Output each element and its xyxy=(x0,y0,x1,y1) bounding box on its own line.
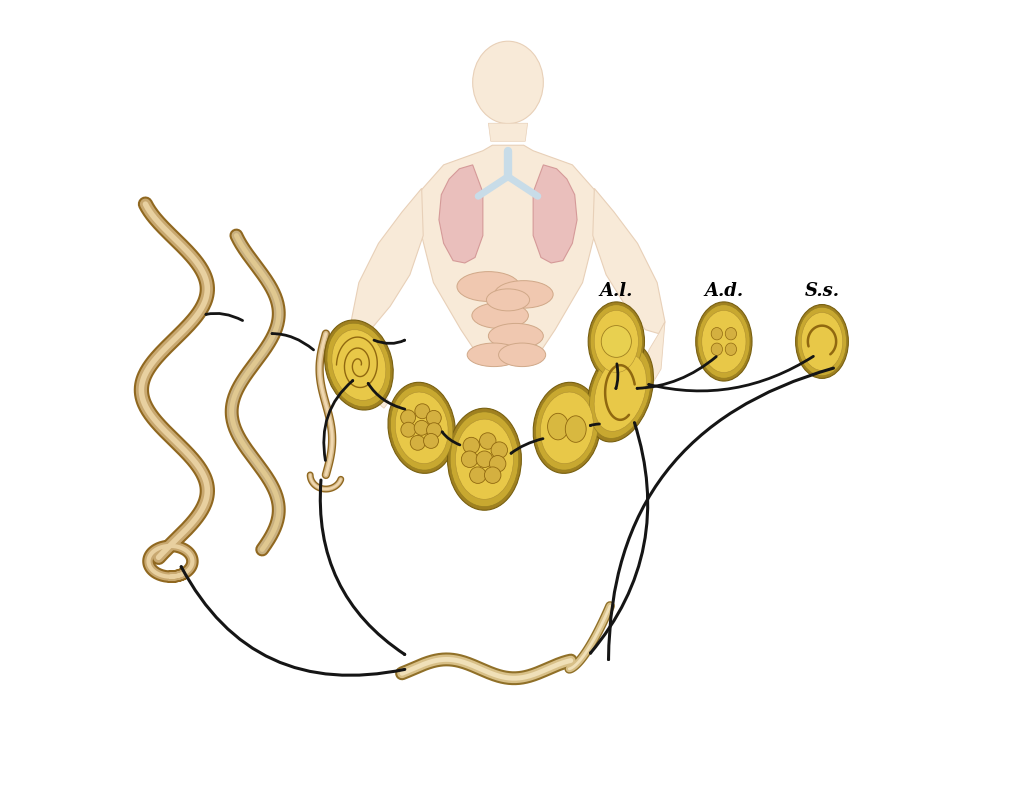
Ellipse shape xyxy=(447,408,521,510)
FancyArrowPatch shape xyxy=(324,381,353,461)
Ellipse shape xyxy=(450,412,519,506)
Ellipse shape xyxy=(461,451,478,468)
FancyArrowPatch shape xyxy=(511,439,543,453)
Ellipse shape xyxy=(535,385,598,470)
FancyArrowPatch shape xyxy=(649,356,814,391)
Ellipse shape xyxy=(702,310,746,373)
FancyArrowPatch shape xyxy=(637,356,716,389)
Ellipse shape xyxy=(455,419,513,499)
Ellipse shape xyxy=(463,437,480,454)
Ellipse shape xyxy=(472,41,544,123)
Ellipse shape xyxy=(565,416,586,442)
Polygon shape xyxy=(439,165,483,263)
Ellipse shape xyxy=(588,302,644,381)
FancyArrowPatch shape xyxy=(181,567,404,675)
Ellipse shape xyxy=(725,343,737,356)
Ellipse shape xyxy=(415,403,430,418)
Ellipse shape xyxy=(489,323,544,349)
Ellipse shape xyxy=(400,410,416,425)
Ellipse shape xyxy=(485,467,501,484)
Polygon shape xyxy=(351,188,424,334)
Polygon shape xyxy=(351,322,389,408)
Ellipse shape xyxy=(487,289,529,311)
FancyArrowPatch shape xyxy=(374,340,404,344)
Ellipse shape xyxy=(587,343,653,442)
Ellipse shape xyxy=(457,272,520,301)
FancyArrowPatch shape xyxy=(320,480,404,655)
Ellipse shape xyxy=(324,320,393,410)
Ellipse shape xyxy=(477,451,493,468)
FancyArrowPatch shape xyxy=(368,383,404,409)
Ellipse shape xyxy=(471,303,528,329)
Ellipse shape xyxy=(480,433,496,449)
Ellipse shape xyxy=(601,326,631,357)
FancyArrowPatch shape xyxy=(590,422,648,653)
Ellipse shape xyxy=(424,433,439,448)
Ellipse shape xyxy=(390,385,453,470)
FancyArrowPatch shape xyxy=(272,334,314,350)
Ellipse shape xyxy=(802,312,842,371)
Polygon shape xyxy=(533,165,577,263)
FancyArrowPatch shape xyxy=(442,432,460,445)
Ellipse shape xyxy=(332,330,386,400)
Text: A.d.: A.d. xyxy=(704,282,744,300)
Ellipse shape xyxy=(410,436,425,451)
Ellipse shape xyxy=(594,310,638,373)
Text: A.l.: A.l. xyxy=(599,282,633,300)
FancyArrowPatch shape xyxy=(609,368,833,659)
Ellipse shape xyxy=(711,327,722,340)
Ellipse shape xyxy=(467,343,520,367)
Ellipse shape xyxy=(327,323,391,407)
Ellipse shape xyxy=(499,343,546,367)
Polygon shape xyxy=(627,322,665,408)
FancyArrowPatch shape xyxy=(590,424,599,425)
Ellipse shape xyxy=(415,421,429,435)
Polygon shape xyxy=(489,123,527,141)
Ellipse shape xyxy=(698,305,750,378)
FancyArrowPatch shape xyxy=(616,363,618,389)
Polygon shape xyxy=(592,188,665,334)
Ellipse shape xyxy=(796,305,848,378)
Ellipse shape xyxy=(548,414,569,440)
Ellipse shape xyxy=(696,302,752,381)
Ellipse shape xyxy=(725,327,737,340)
Ellipse shape xyxy=(590,305,642,378)
Ellipse shape xyxy=(401,422,416,437)
Ellipse shape xyxy=(494,281,553,309)
Polygon shape xyxy=(420,145,596,353)
Ellipse shape xyxy=(469,467,486,484)
Text: S.s.: S.s. xyxy=(805,282,839,300)
Ellipse shape xyxy=(589,347,651,438)
Ellipse shape xyxy=(594,354,646,431)
Ellipse shape xyxy=(427,411,441,425)
Ellipse shape xyxy=(533,382,600,473)
FancyArrowPatch shape xyxy=(206,313,243,320)
Ellipse shape xyxy=(490,455,506,472)
Ellipse shape xyxy=(427,423,442,438)
Ellipse shape xyxy=(491,442,508,458)
Ellipse shape xyxy=(388,382,455,473)
Ellipse shape xyxy=(541,392,593,464)
Ellipse shape xyxy=(711,343,722,356)
Ellipse shape xyxy=(798,307,846,376)
Ellipse shape xyxy=(395,392,448,464)
